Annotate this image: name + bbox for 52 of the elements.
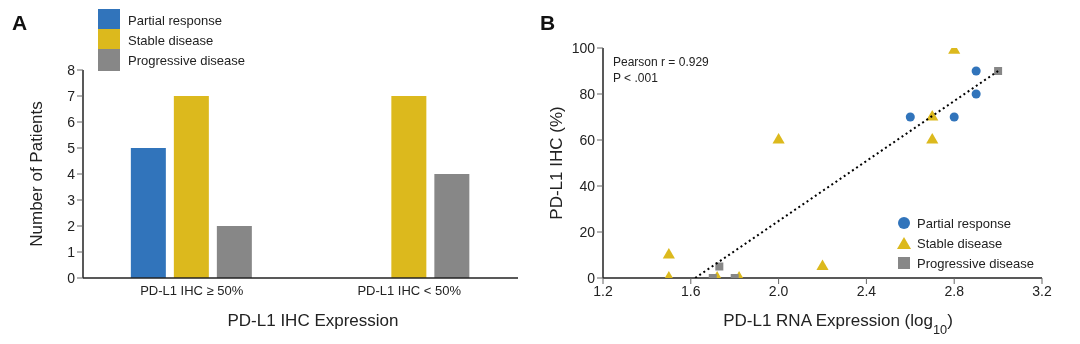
legend-label: Stable disease — [128, 32, 214, 48]
x-axis-title: PD-L1 IHC Expression — [227, 311, 399, 330]
legend-label: Stable disease — [917, 235, 1003, 251]
bar — [434, 174, 470, 278]
x-axis-title: PD-L1 RNA Expression (log$_{10}$) — [723, 311, 953, 337]
point — [772, 132, 785, 144]
point — [662, 247, 675, 259]
x-tick-label: PD-L1 IHC ≥ 50% — [140, 283, 244, 299]
y-tick-label: 6 — [67, 113, 76, 130]
point — [926, 109, 939, 121]
x-tick-label: 2.4 — [856, 282, 877, 299]
annotation: P < .001 — [613, 71, 659, 85]
y-tick-label: 3 — [67, 191, 76, 208]
point — [971, 89, 981, 99]
legend-label: Partial response — [128, 12, 222, 28]
x-tick-label: PD-L1 IHC < 50% — [357, 283, 462, 299]
chart-title: B — [540, 11, 556, 34]
bar — [391, 96, 427, 278]
annotation: Pearson r = 0.929 — [613, 55, 710, 69]
y-tick-label: 5 — [67, 139, 76, 156]
legend-label: Partial response — [917, 215, 1011, 231]
x-tick-label: 2.0 — [768, 282, 789, 299]
y-tick-label: 40 — [579, 177, 596, 194]
point — [949, 112, 959, 122]
y-tick-label: 60 — [579, 131, 596, 148]
y-tick-label: 0 — [67, 269, 76, 286]
bar — [130, 148, 166, 278]
y-tick-label: 8 — [67, 61, 76, 78]
x-tick-label: 1.6 — [681, 282, 701, 299]
point — [971, 66, 981, 76]
y-axis-title: PD-L1 IHC (%) — [547, 106, 567, 220]
chart-title: A — [12, 11, 28, 34]
point — [816, 259, 829, 271]
y-tick-label: 1 — [67, 243, 76, 260]
y-tick-label: 0 — [587, 269, 596, 286]
y-axis-title: Number of Patients — [27, 101, 47, 247]
legend-label: Progressive disease — [917, 255, 1035, 271]
y-tick-label: 4 — [67, 165, 76, 182]
x-tick-label: 3.2 — [1032, 282, 1052, 299]
legend-label: Progressive disease — [128, 52, 246, 68]
x-tick-label: 1.2 — [593, 282, 613, 299]
y-tick-label: 7 — [67, 87, 76, 104]
y-tick-label: 100 — [571, 39, 596, 56]
bar — [173, 96, 209, 278]
point — [905, 112, 915, 122]
y-tick-label: 2 — [67, 217, 76, 234]
y-tick-label: 80 — [579, 85, 596, 102]
x-tick-label: 2.8 — [944, 282, 965, 299]
point — [926, 132, 939, 144]
point — [994, 67, 1003, 75]
y-tick-label: 20 — [579, 223, 596, 240]
bar — [216, 226, 252, 278]
